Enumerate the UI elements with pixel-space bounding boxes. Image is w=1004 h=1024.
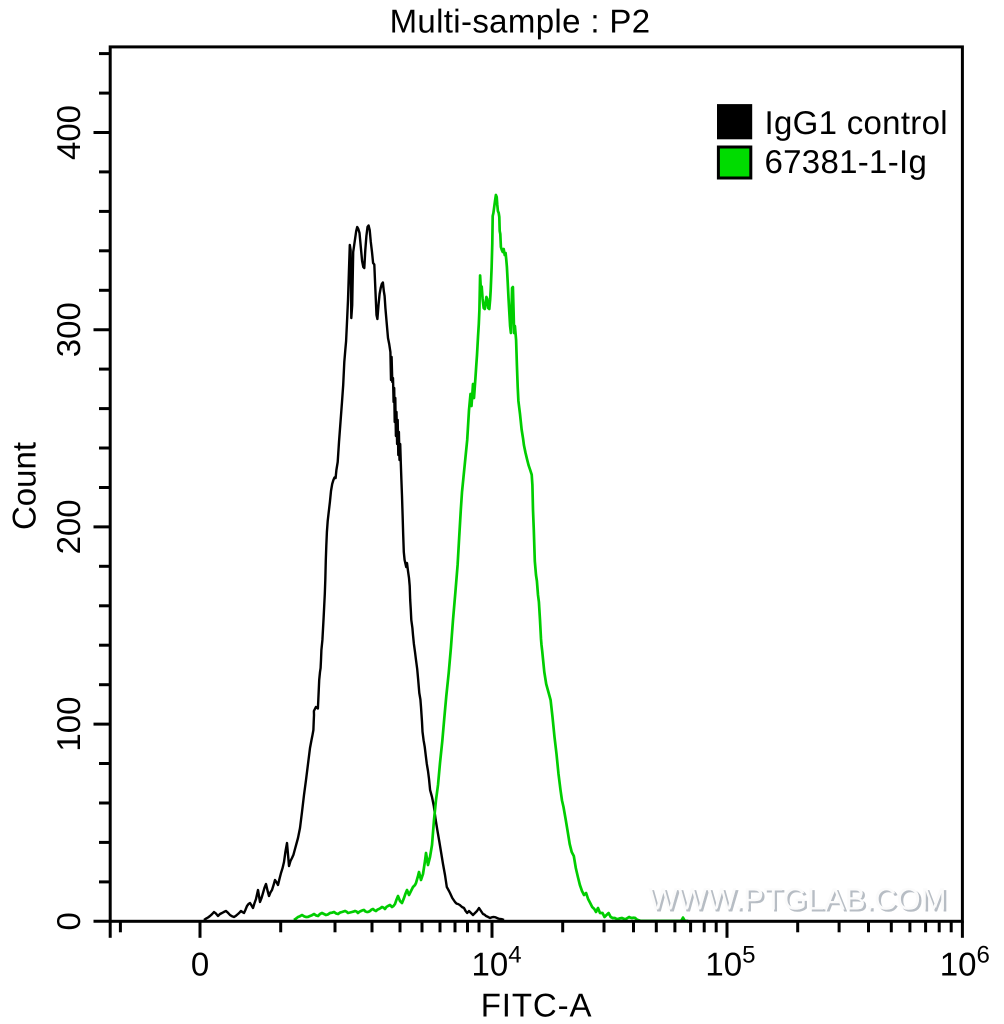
- svg-text:67381-1-Ig: 67381-1-Ig: [765, 143, 928, 180]
- svg-text:0: 0: [191, 946, 209, 983]
- svg-text:WWW.PTGLAB.COM: WWW.PTGLAB.COM: [649, 882, 947, 917]
- svg-text:Count: Count: [6, 442, 43, 530]
- svg-text:FITC-A: FITC-A: [481, 987, 593, 1024]
- svg-text:0: 0: [50, 912, 87, 930]
- svg-text:WWW.PTGLAB.COM: WWW.PTGLAB.COM: [651, 884, 949, 919]
- svg-text:IgG1 control: IgG1 control: [765, 104, 948, 141]
- svg-text:400: 400: [50, 105, 87, 160]
- svg-text:106: 106: [940, 942, 990, 983]
- svg-text:200: 200: [50, 499, 87, 554]
- svg-text:300: 300: [50, 302, 87, 357]
- svg-text:100: 100: [50, 697, 87, 752]
- svg-text:Multi-sample : P2: Multi-sample : P2: [390, 3, 651, 40]
